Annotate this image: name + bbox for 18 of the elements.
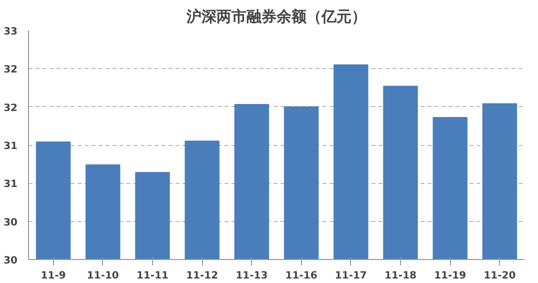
- x-tick-label: 11-18: [384, 270, 417, 282]
- y-tick-label: 31: [4, 179, 18, 190]
- x-tick-label: 11-13: [236, 270, 268, 282]
- x-tick-label: 11-10: [86, 270, 119, 282]
- y-tick-label: 32: [4, 64, 18, 76]
- y-tick-label: 32: [4, 102, 18, 114]
- x-tick-label: 11-12: [186, 270, 218, 282]
- y-tick-label: 30: [4, 217, 18, 228]
- chart-title: 沪深两市融券余额（亿元）: [186, 8, 366, 26]
- x-tick-label: 11-9: [40, 270, 66, 282]
- x-tick-label: 11-16: [285, 270, 318, 282]
- y-tick-label: 33: [4, 26, 18, 38]
- y-tick-label: 30: [4, 256, 18, 266]
- x-tick-label: 11-19: [434, 270, 466, 282]
- x-tick-label: 11-17: [334, 270, 367, 282]
- x-tick-label: 11-20: [484, 270, 516, 282]
- y-tick-label: 31: [4, 141, 18, 152]
- x-tick-label: 11-11: [136, 270, 169, 282]
